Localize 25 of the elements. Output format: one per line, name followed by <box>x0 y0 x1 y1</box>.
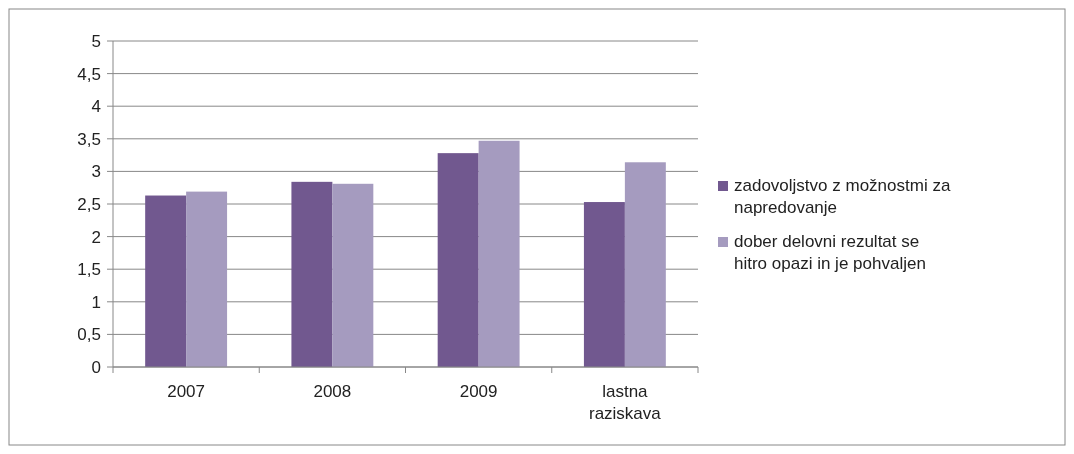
bar <box>437 153 479 367</box>
y-tick-label: 3,5 <box>77 129 101 149</box>
bar <box>145 195 187 367</box>
bar <box>291 181 333 367</box>
y-tick-label: 3 <box>91 162 101 182</box>
x-tick-label: 2007 <box>167 382 206 401</box>
y-tick-label: 4,5 <box>77 64 101 84</box>
y-tick-label: 1 <box>91 292 101 312</box>
y-tick-label: 5 <box>91 31 101 51</box>
legend-label: zadovoljstvo z možnostmi za napredovanje <box>734 176 951 217</box>
y-tick-label: 0,5 <box>77 325 101 345</box>
bar <box>624 162 666 367</box>
bar <box>583 202 625 367</box>
x-tick-label: 2009 <box>459 382 498 401</box>
x-tick-label: lastna raziskava <box>588 382 662 423</box>
x-tick-label: 2008 <box>313 382 352 401</box>
y-tick-label: 2,5 <box>77 194 101 214</box>
bar <box>332 183 374 367</box>
y-tick-label: 4 <box>91 97 101 117</box>
y-tick-label: 0 <box>91 357 101 377</box>
y-tick-label: 2 <box>91 227 101 247</box>
bar <box>186 191 228 367</box>
bar <box>478 140 520 367</box>
legend-label: dober delovni rezultat se hitro opazi in je pohvaljen <box>734 232 926 273</box>
y-tick-label: 1,5 <box>77 260 101 280</box>
